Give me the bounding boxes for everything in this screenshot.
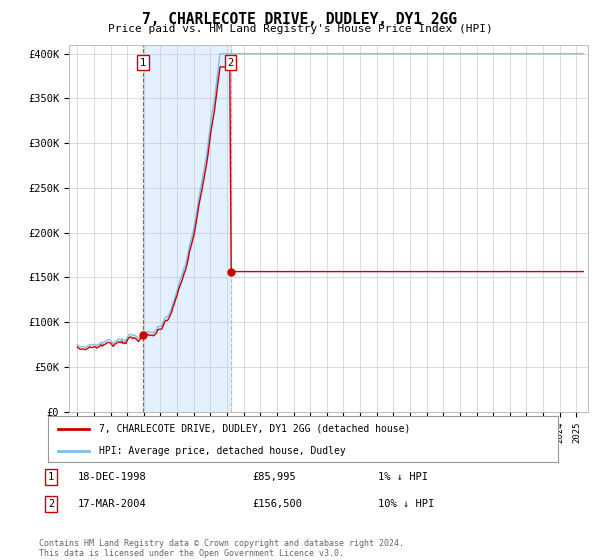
Text: HPI: Average price, detached house, Dudley: HPI: Average price, detached house, Dudl… bbox=[99, 446, 346, 455]
Text: Price paid vs. HM Land Registry's House Price Index (HPI): Price paid vs. HM Land Registry's House … bbox=[107, 24, 493, 34]
Text: 1% ↓ HPI: 1% ↓ HPI bbox=[378, 472, 428, 482]
Text: 7, CHARLECOTE DRIVE, DUDLEY, DY1 2GG (detached house): 7, CHARLECOTE DRIVE, DUDLEY, DY1 2GG (de… bbox=[99, 424, 410, 434]
Text: 2: 2 bbox=[227, 58, 233, 68]
Text: 1: 1 bbox=[48, 472, 54, 482]
Text: Contains HM Land Registry data © Crown copyright and database right 2024.
This d: Contains HM Land Registry data © Crown c… bbox=[39, 539, 404, 558]
Text: 10% ↓ HPI: 10% ↓ HPI bbox=[378, 499, 434, 509]
Text: 2: 2 bbox=[48, 499, 54, 509]
Text: 17-MAR-2004: 17-MAR-2004 bbox=[78, 499, 147, 509]
Text: 7, CHARLECOTE DRIVE, DUDLEY, DY1 2GG: 7, CHARLECOTE DRIVE, DUDLEY, DY1 2GG bbox=[143, 12, 458, 27]
Text: 18-DEC-1998: 18-DEC-1998 bbox=[78, 472, 147, 482]
Text: £85,995: £85,995 bbox=[252, 472, 296, 482]
Text: £156,500: £156,500 bbox=[252, 499, 302, 509]
Bar bbox=[143, 45, 230, 412]
Text: 1: 1 bbox=[140, 58, 146, 68]
